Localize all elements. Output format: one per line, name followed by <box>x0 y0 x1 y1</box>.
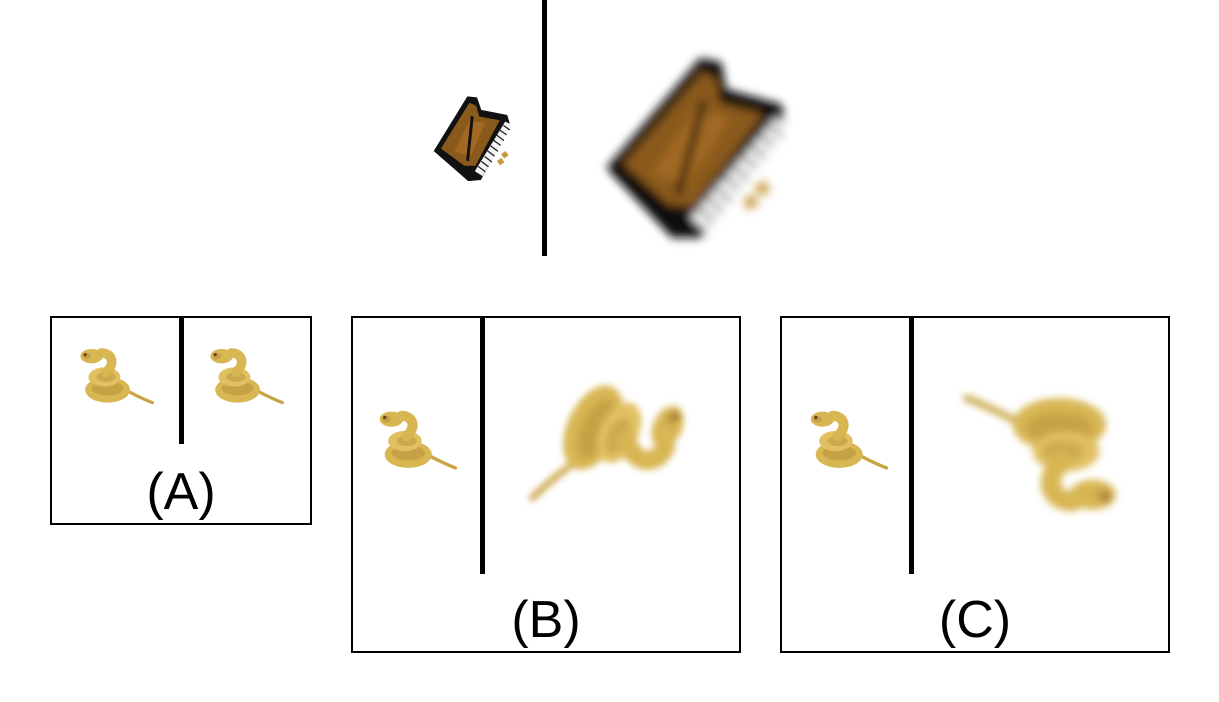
snake-icon <box>804 406 888 476</box>
option-a-box[interactable]: (A) <box>50 316 312 525</box>
option-a-divider <box>179 318 184 444</box>
snake-icon <box>373 406 457 476</box>
snake-icon <box>204 344 284 410</box>
snake-icon <box>531 370 691 530</box>
snake-icon <box>74 344 154 410</box>
prompt-pair <box>417 0 800 260</box>
piano-icon <box>417 82 531 195</box>
piano-icon <box>600 66 800 232</box>
option-c-divider <box>909 318 914 574</box>
option-b-divider <box>480 318 485 574</box>
snake-icon <box>962 378 1130 518</box>
option-a-label: (A) <box>146 463 216 521</box>
option-c-label: (C) <box>938 591 1012 649</box>
prompt-divider <box>542 0 547 256</box>
option-b-box[interactable]: (B) <box>351 316 741 653</box>
option-c-box[interactable]: (C) <box>780 316 1170 653</box>
option-b-label: (B) <box>511 591 581 649</box>
